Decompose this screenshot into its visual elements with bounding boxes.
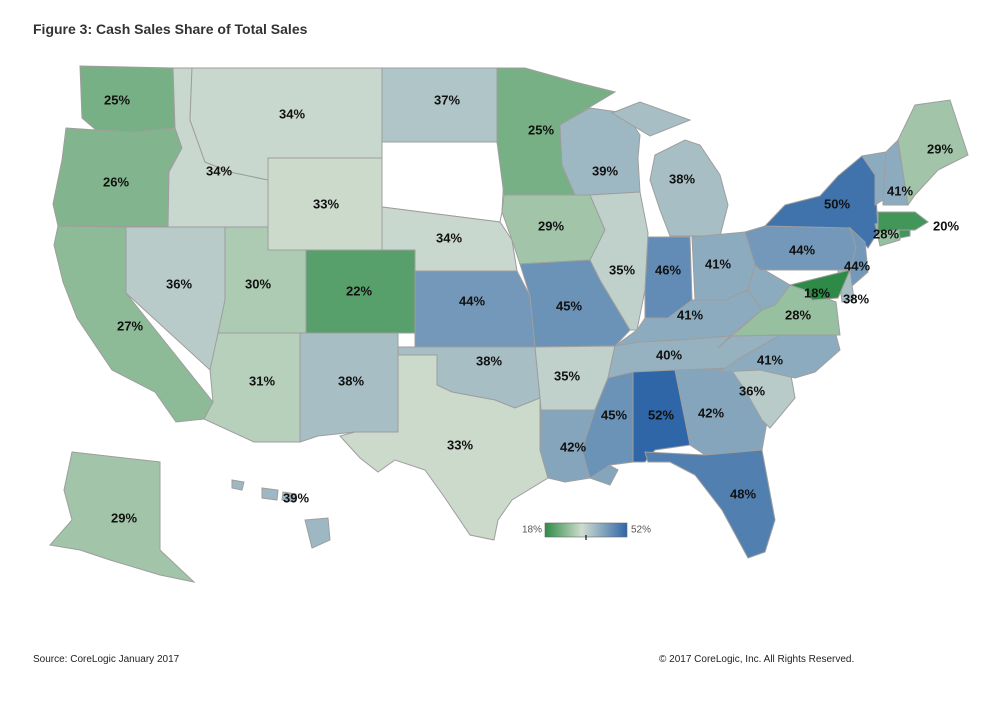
- state-label-de: 38%: [843, 291, 869, 306]
- state-label-ne: 34%: [436, 230, 462, 245]
- state-md: [788, 269, 851, 301]
- state-label-ak: 29%: [111, 510, 137, 525]
- state-ak: [49, 451, 196, 583]
- state-label-md: 18%: [804, 285, 830, 300]
- state-label-nv: 36%: [166, 276, 192, 291]
- state-me: [897, 99, 969, 207]
- state-il: [589, 191, 649, 331]
- color-legend: 18% 52%: [522, 522, 651, 540]
- state-label-tn: 40%: [656, 347, 682, 362]
- state-label-co: 22%: [346, 283, 372, 298]
- state-or: [52, 127, 183, 227]
- figure-title: Figure 3: Cash Sales Share of Total Sale…: [33, 21, 308, 37]
- state-wi: [559, 107, 641, 196]
- state-label-nm: 38%: [338, 373, 364, 388]
- state-label-sc: 36%: [739, 383, 765, 398]
- state-label-me: 29%: [927, 141, 953, 156]
- state-tx: [339, 354, 549, 541]
- state-label-ut: 30%: [245, 276, 271, 291]
- copyright-note: © 2017 CoreLogic, Inc. All Rights Reserv…: [659, 654, 855, 665]
- state-label-az: 31%: [249, 373, 275, 388]
- source-note: Source: CoreLogic January 2017: [33, 654, 180, 665]
- state-label-ks: 44%: [459, 293, 485, 308]
- state-nh: [882, 138, 909, 206]
- state-label-hi: 39%: [283, 490, 309, 505]
- state-label-id: 34%: [206, 163, 232, 178]
- labels-layer: 25% 26% 27% 34% 36% 34% 33% 30% 31% 22% 38% 37% 34% 4…: [103, 92, 959, 525]
- state-label-mi: 38%: [669, 171, 695, 186]
- state-label-in: 46%: [655, 262, 681, 277]
- state-ks: [414, 270, 536, 348]
- state-label-oh: 41%: [705, 256, 731, 271]
- state-label-mn: 25%: [528, 122, 554, 137]
- state-label-mt: 34%: [279, 106, 305, 121]
- state-label-ia: 29%: [538, 218, 564, 233]
- state-label-la: 42%: [560, 439, 586, 454]
- state-label-ct: 28%: [873, 226, 899, 241]
- states-layer: [49, 65, 969, 583]
- state-label-ca: 27%: [117, 318, 143, 333]
- state-label-wi: 39%: [592, 163, 618, 178]
- state-mi: [610, 101, 729, 237]
- state-label-ar: 35%: [554, 368, 580, 383]
- state-vt: [861, 151, 887, 206]
- state-label-nj: 44%: [844, 258, 870, 273]
- state-label-tx: 33%: [447, 437, 473, 452]
- state-label-ga: 42%: [698, 405, 724, 420]
- state-label-ms: 45%: [601, 407, 627, 422]
- state-label-fl: 48%: [730, 486, 756, 501]
- state-label-al: 52%: [648, 407, 674, 422]
- state-label-wy: 33%: [313, 196, 339, 211]
- state-label-ky: 41%: [677, 307, 703, 322]
- state-label-nd: 37%: [434, 92, 460, 107]
- state-label-pa: 44%: [789, 242, 815, 257]
- state-label-mo: 45%: [556, 298, 582, 313]
- legend-min-label: 18%: [522, 525, 542, 536]
- legend-gradient-bar: [544, 522, 628, 538]
- state-ms: [581, 371, 634, 479]
- state-fl: [644, 449, 776, 559]
- state-label-va: 28%: [785, 307, 811, 322]
- state-label-ma: 20%: [933, 218, 959, 233]
- state-label-ok: 38%: [476, 353, 502, 368]
- state-label-or: 26%: [103, 174, 129, 189]
- state-ma: [877, 211, 929, 233]
- state-nc: [718, 334, 841, 379]
- state-label-nh: 41%: [887, 183, 913, 198]
- legend-max-label: 52%: [631, 525, 651, 536]
- state-label-nc: 41%: [757, 352, 783, 367]
- state-label-wa: 25%: [104, 92, 130, 107]
- state-label-ny: 50%: [824, 196, 850, 211]
- state-label-il: 35%: [609, 262, 635, 277]
- state-hi: [231, 479, 331, 549]
